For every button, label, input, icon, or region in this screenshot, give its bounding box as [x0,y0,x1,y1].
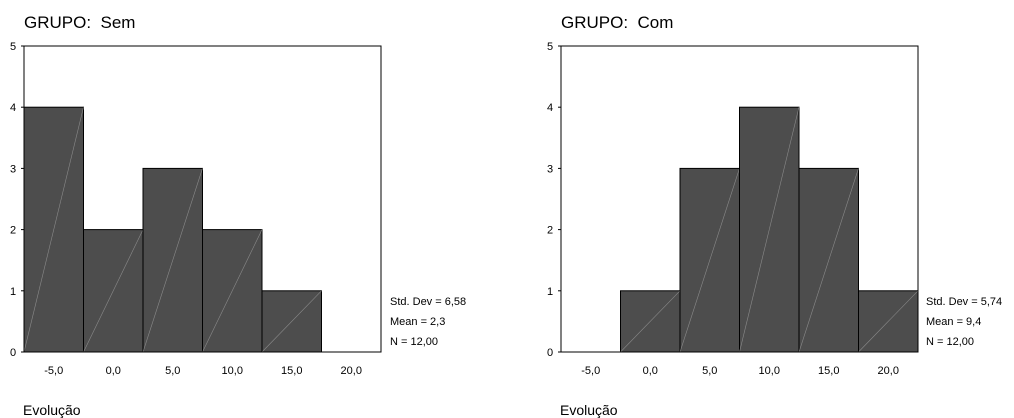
plot-frame [23,45,382,353]
x-tick-label: 10,0 [759,365,780,377]
bar-hatch-line [202,229,263,353]
y-tick-label: 4 [547,102,553,114]
bar-hatch-line [798,168,859,353]
x-tick-label: 5,0 [165,365,180,377]
chart-title: GRUPO: Com [561,13,674,32]
bar-hatch-line [142,168,203,353]
x-tick-label: -5,0 [581,365,600,377]
mean-label: Mean = 9,4 [926,316,982,328]
bar-hatch-line [23,107,84,353]
bar-hatch-line [739,107,800,353]
y-tick-label: 0 [547,347,553,359]
std-dev-label: Std. Dev = 5,74 [926,296,1003,308]
n-label: N = 12,00 [926,336,975,348]
bar-hatch-line [858,290,919,353]
mean-label: Mean = 2,3 [390,316,446,328]
std-dev-label: Std. Dev = 6,58 [390,296,467,308]
x-tick-label: 15,0 [281,365,302,377]
histogram-panel-sem: GRUPO: Sem 0 1 2 3 4 5 -5,0 0,0 5,0 10,0 15,0 20,0 … [0,0,500,418]
bar-hatch-line [83,229,144,353]
x-tick-label: 10,0 [222,365,243,377]
y-tick-label: 5 [10,41,16,53]
bar-hatch-line [679,168,740,353]
x-axis-label: Evolução [23,402,81,418]
stats-box: Std. Dev = 5,74 Mean = 9,4 N = 12,00 [926,292,1002,352]
y-tick-label: 4 [10,102,16,114]
histogram-svg: 0 1 2 3 4 5 -5,0 0,0 5,0 10,0 15,0 20,0 [10,41,382,377]
y-tick-label: 0 [10,347,16,359]
y-tick-label: 3 [547,163,553,175]
x-tick-label: 0,0 [643,365,658,377]
x-tick-label: 20,0 [341,365,362,377]
histogram-panel-com: GRUPO: Com 0 1 2 3 4 5 -5,0 0,0 5,0 10,0 15,0 20,0 … [537,0,1014,418]
x-tick-label: 20,0 [878,365,899,377]
y-tick-label: 3 [10,163,16,175]
x-axis-label: Evolução [560,402,618,418]
histogram-svg: 0 1 2 3 4 5 -5,0 0,0 5,0 10,0 15,0 20,0 [547,41,919,377]
bar-hatch-line [261,290,322,353]
n-label: N = 12,00 [390,336,439,348]
x-tick-label: 15,0 [818,365,839,377]
y-tick-label: 2 [10,225,16,237]
x-tick-label: 0,0 [106,365,121,377]
stats-box: Std. Dev = 6,58 Mean = 2,3 N = 12,00 [390,292,466,352]
chart-title: GRUPO: Sem [24,13,136,32]
x-tick-label: -5,0 [44,365,63,377]
y-tick-label: 2 [547,225,553,237]
bar-hatch-line [620,290,681,353]
y-tick-label: 1 [10,286,16,298]
x-tick-label: 5,0 [702,365,717,377]
y-tick-label: 1 [547,286,553,298]
plot-frame [560,45,919,353]
y-tick-label: 5 [547,41,553,53]
